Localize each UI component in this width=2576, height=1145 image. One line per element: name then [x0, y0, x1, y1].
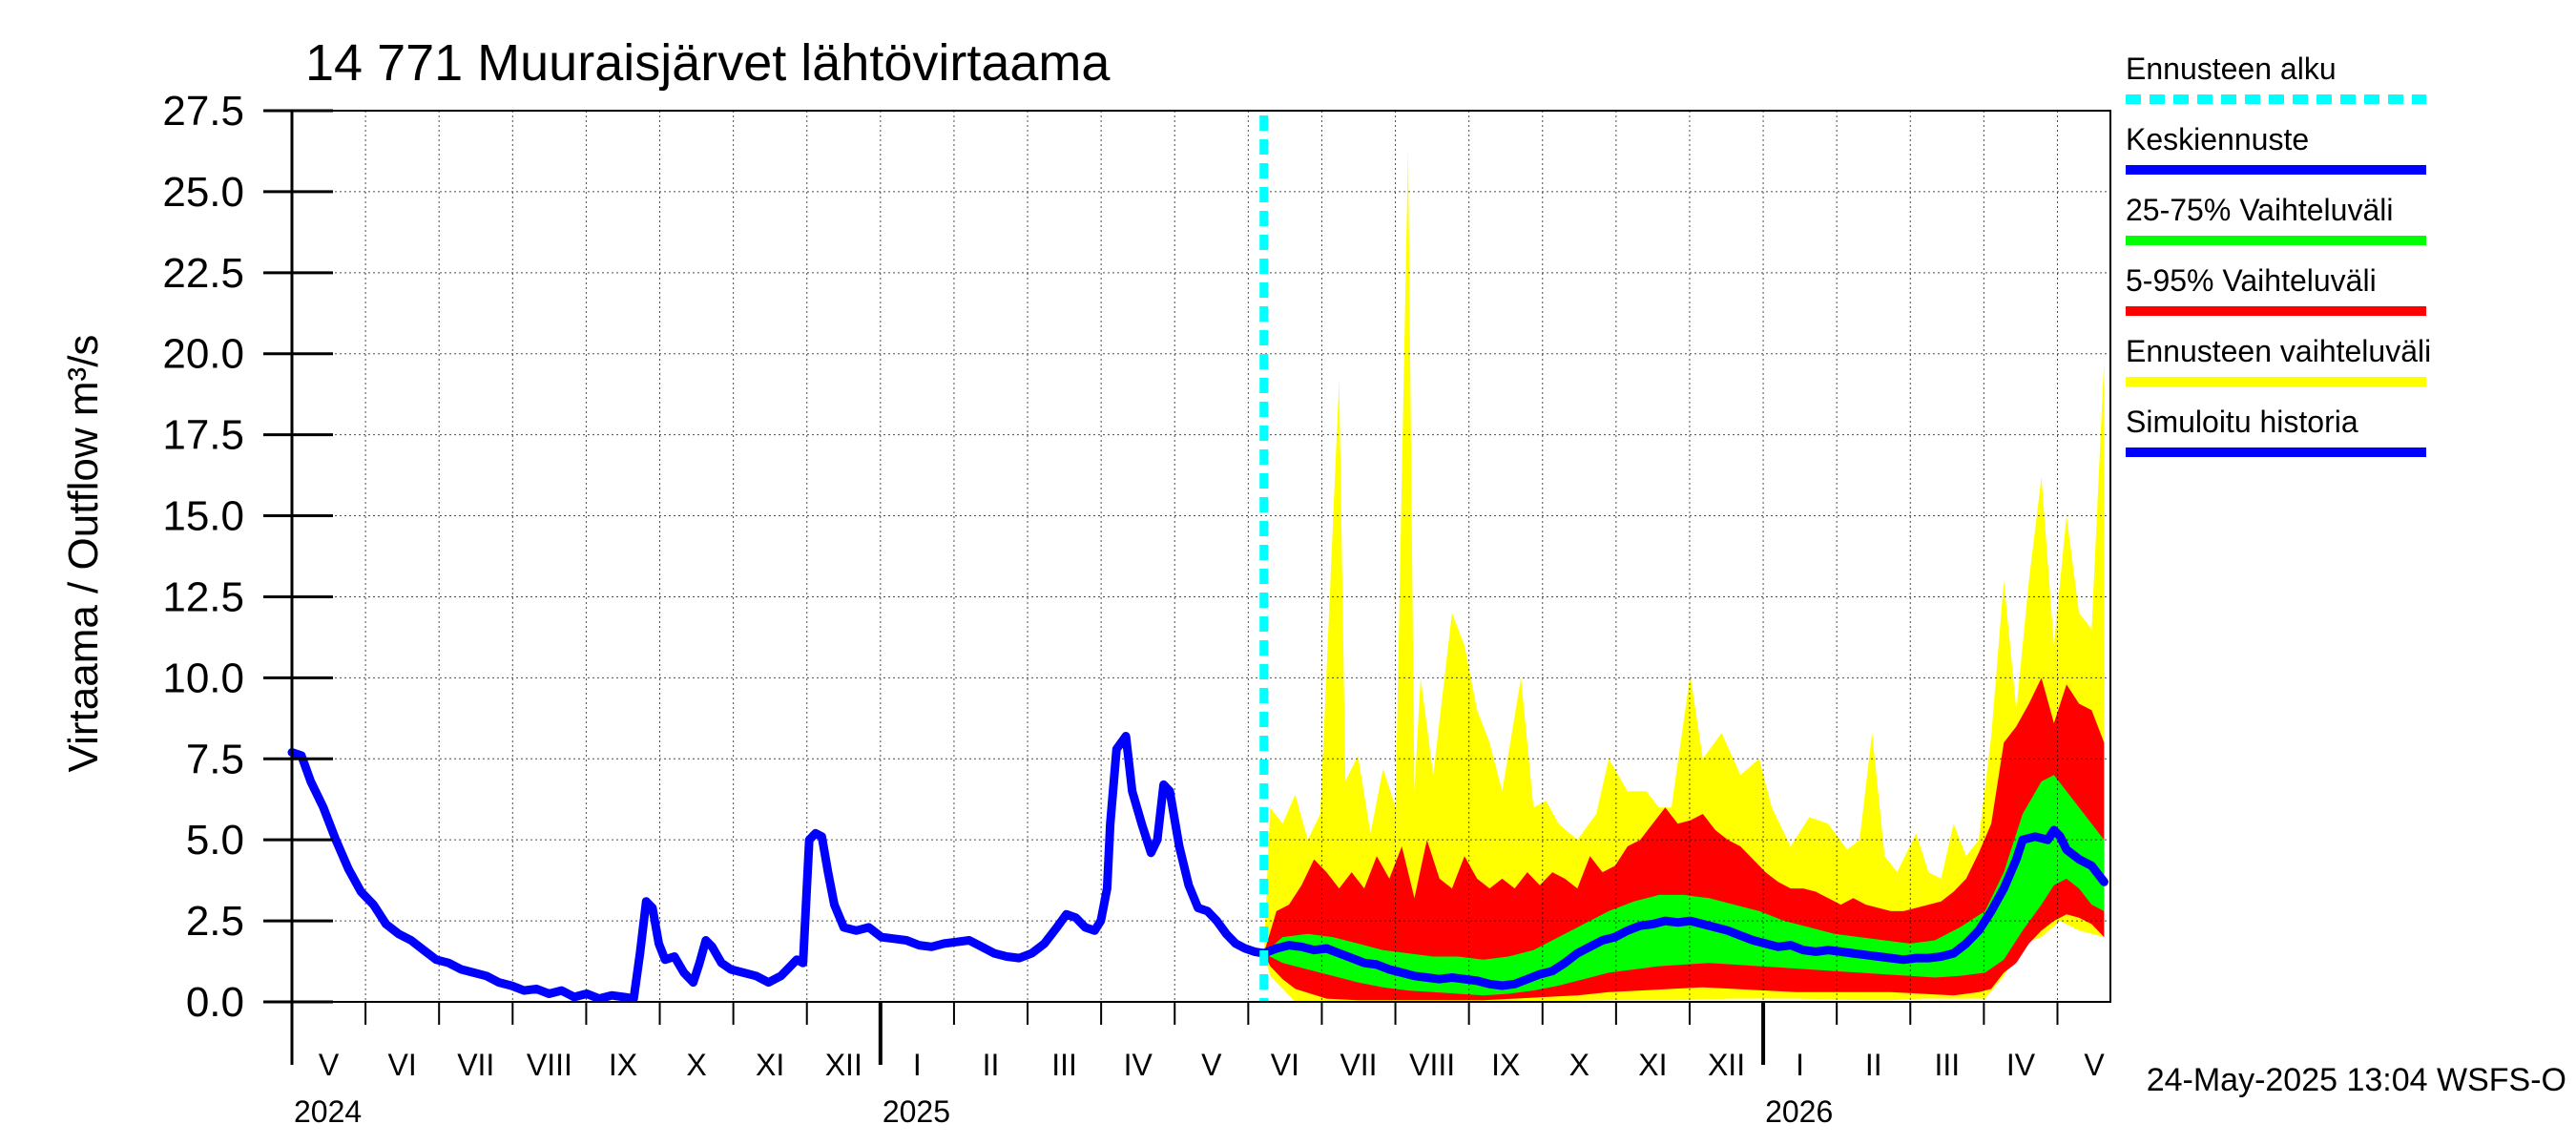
y-tick-label: 5.0 [186, 817, 244, 864]
y-tick-label: 10.0 [162, 655, 244, 701]
month-label: I [913, 1048, 922, 1082]
month-label: VII [1340, 1048, 1377, 1082]
month-label: V [1201, 1048, 1222, 1082]
month-label: I [1796, 1048, 1804, 1082]
forecast-bands [1263, 149, 2105, 1003]
month-label: VI [1271, 1048, 1299, 1082]
month-label: V [2084, 1048, 2105, 1082]
y-tick-label: 20.0 [162, 331, 244, 378]
month-label: V [319, 1048, 340, 1082]
y-tick-label: 12.5 [162, 573, 244, 620]
line-simuloitu-historia [287, 732, 1269, 1004]
y-tick-label: 7.5 [186, 736, 244, 782]
legend-label: Keskiennuste [2126, 122, 2309, 156]
y-tick-label: 27.5 [162, 88, 244, 135]
month-label: IV [1124, 1048, 1153, 1082]
month-label: X [1569, 1048, 1589, 1082]
month-label: III [1051, 1048, 1077, 1082]
y-tick-labels: 0.0 2.5 5.0 7.5 10.0 12.5 15.0 17.5 20.0 22.5 25.0… [162, 88, 244, 1026]
legend-label: 25-75% Vaihteluväli [2126, 193, 2393, 227]
grid-lines [292, 110, 2110, 1002]
month-label: VIII [1409, 1048, 1455, 1082]
y-tick-label: 0.0 [186, 979, 244, 1026]
axes [263, 109, 2111, 1065]
y-tick-label: 25.0 [162, 169, 244, 216]
month-label: IV [2006, 1048, 2036, 1082]
month-label: II [1865, 1048, 1882, 1082]
month-label: II [983, 1048, 1000, 1082]
legend-label: Ennusteen vaihteluväli [2126, 334, 2431, 368]
band-ennusteen-vaihteluv-li [1263, 149, 2105, 1003]
legend: Ennusteen alku Keskiennuste 25-75% Vaihtel… [2126, 52, 2431, 457]
month-label: X [686, 1048, 706, 1082]
legend-label: Simuloitu historia [2126, 405, 2358, 439]
month-label: III [1934, 1048, 1960, 1082]
y-tick-label: 22.5 [162, 250, 244, 297]
year-label: 2024 [294, 1094, 362, 1129]
legend-label: 5-95% Vaihteluväli [2126, 263, 2377, 298]
chart-title: 14 771 Muuraisjärvet lähtövirtaama [305, 34, 1111, 92]
year-label: 2026 [1765, 1094, 1833, 1129]
year-label: 2025 [883, 1094, 950, 1129]
month-label: VII [457, 1048, 494, 1082]
month-label: VI [388, 1048, 417, 1082]
band-25-75-vaihteluv-li [1263, 775, 2105, 996]
y-tick-label: 2.5 [186, 898, 244, 945]
y-tick-label: 17.5 [162, 412, 244, 459]
month-label: VIII [527, 1048, 572, 1082]
series-lines [287, 115, 2109, 1004]
x-tick-labels: V VI VII VIII IX X XI XII I II III IV V VI VII VIII IX X X… [294, 1048, 2105, 1129]
month-label: XII [825, 1048, 862, 1082]
line-keskiennuste [1259, 825, 2109, 990]
band-5-95-vaihteluv-li [1263, 677, 2105, 1001]
month-label: XI [1638, 1048, 1667, 1082]
month-label: IX [1491, 1048, 1520, 1082]
y-axis-label: Virtaama / Outflow m³/s [60, 335, 107, 773]
month-label: XI [756, 1048, 784, 1082]
timestamp-footer: 24-May-2025 13:04 WSFS-O [2147, 1062, 2566, 1098]
legend-label: Ennusteen alku [2126, 52, 2337, 86]
month-label: XII [1708, 1048, 1745, 1082]
month-label: IX [609, 1048, 637, 1082]
y-tick-label: 15.0 [162, 493, 244, 540]
